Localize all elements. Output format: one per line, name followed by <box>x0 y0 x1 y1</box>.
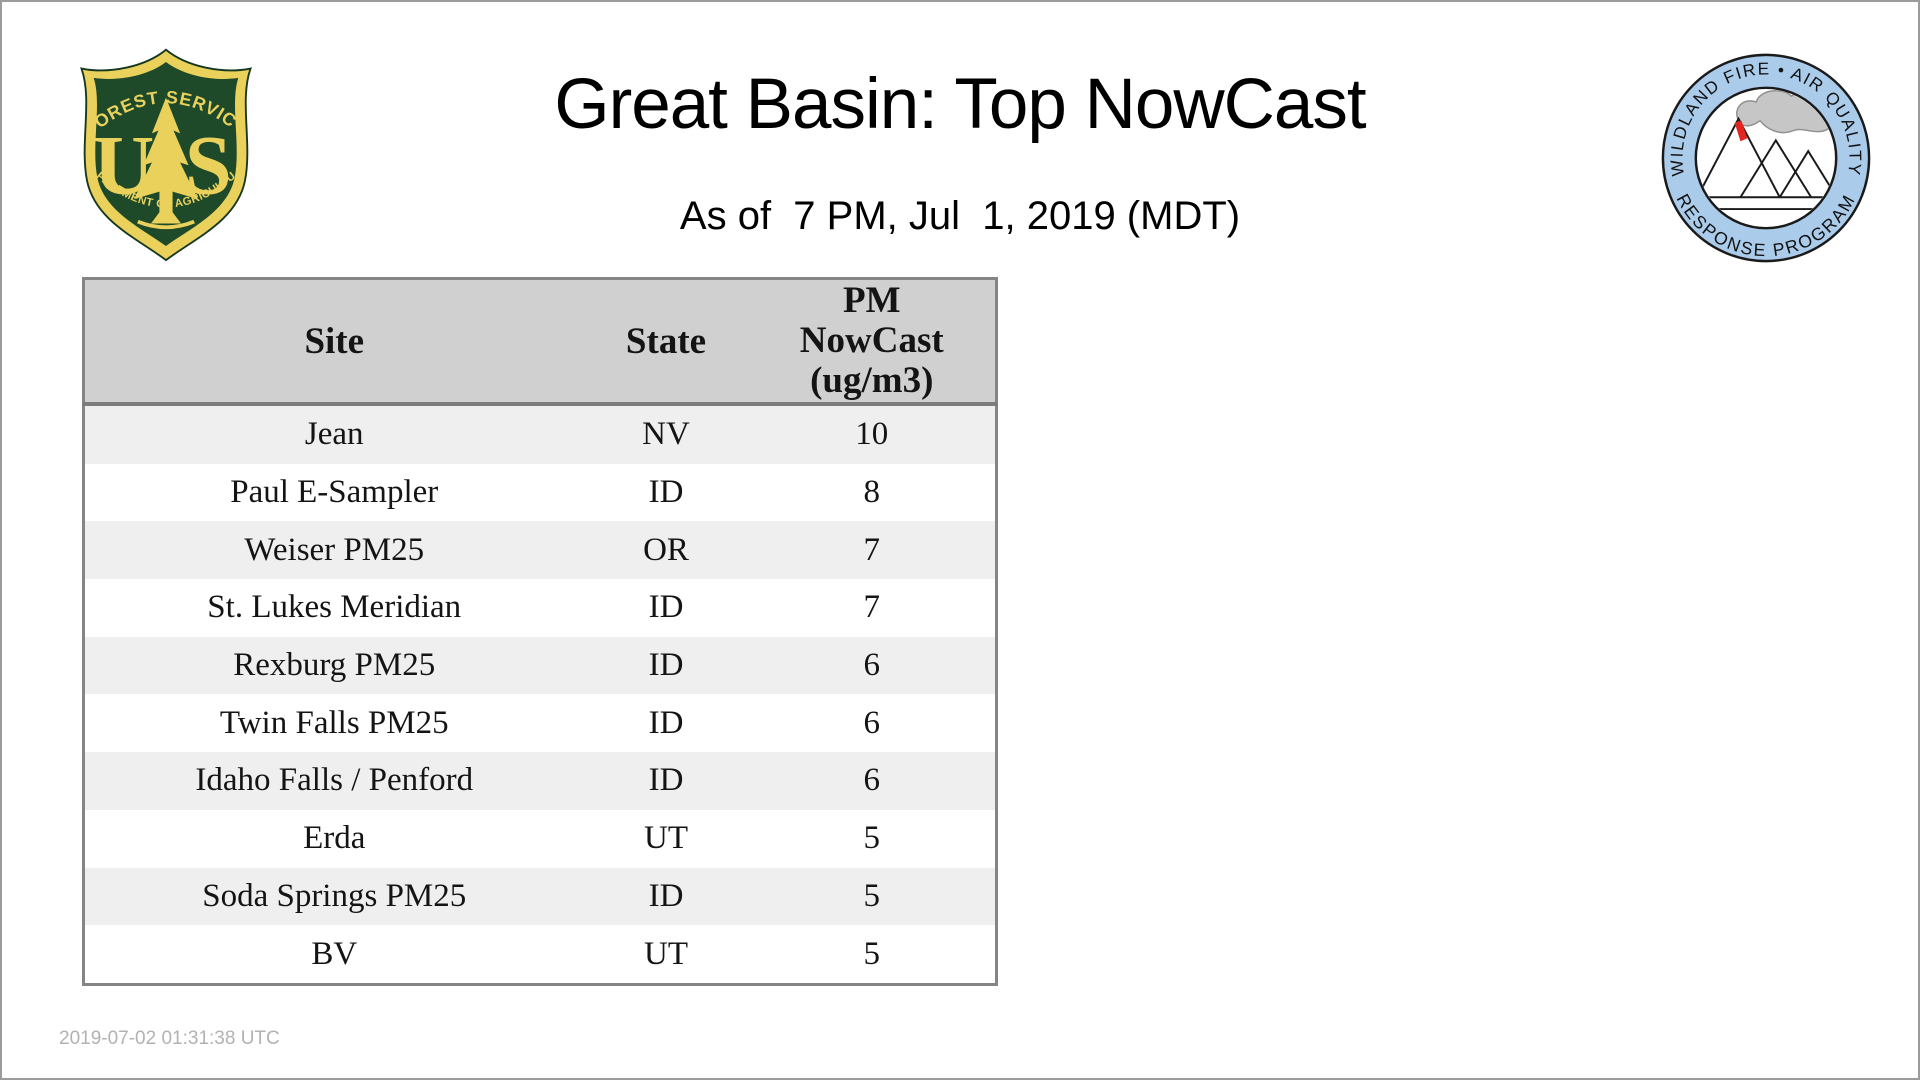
cell-site: Paul E-Sampler <box>230 474 439 511</box>
cell-state: ID <box>648 647 684 684</box>
fire-mark-icon <box>1734 120 1748 142</box>
pm-header-line1: PM <box>842 280 901 321</box>
cell-value: 6 <box>863 647 881 684</box>
cell-site: Twin Falls PM25 <box>219 704 449 741</box>
page-subtitle: As of 7 PM, Jul 1, 2019 (MDT) <box>679 194 1241 238</box>
cell-state: UT <box>644 935 688 972</box>
mountain-right <box>1778 149 1835 198</box>
table-row: Jean NV 10 <box>83 404 997 464</box>
cell-value: 10 <box>855 416 889 453</box>
cell-site: Weiser PM25 <box>244 531 425 568</box>
air-quality-program-logo: WILDLAND FIRE • AIR QUALITY RESPONSE PRO… <box>1658 50 1874 266</box>
table-row: Erda UT 5 <box>83 809 997 868</box>
nowcast-table: Site State PM NowCast (ug/m3) Jean NV 10… <box>82 277 998 986</box>
table-row: BV UT 5 <box>83 925 997 985</box>
table-row: Idaho Falls / Penford ID 6 <box>83 752 997 810</box>
cell-site: Rexburg PM25 <box>233 647 436 684</box>
table-row: Paul E-Sampler ID 8 <box>83 463 997 522</box>
cell-value: 7 <box>863 589 881 626</box>
cell-state: ID <box>648 589 684 626</box>
mountain-left <box>1697 116 1781 198</box>
pm-header-line3: (ug/m3) <box>810 360 934 401</box>
cell-site: Jean <box>304 416 364 453</box>
header-row: Site State PM NowCast (ug/m3) <box>83 278 997 406</box>
air-quality-badge-icon: WILDLAND FIRE • AIR QUALITY RESPONSE PRO… <box>1661 53 1871 263</box>
us-letter-u: U <box>93 119 154 212</box>
cell-site: Idaho Falls / Penford <box>195 762 474 799</box>
cell-value: 5 <box>863 820 881 857</box>
table-row: Twin Falls PM25 ID 6 <box>83 694 997 753</box>
cell-site: St. Lukes Meridian <box>207 589 462 626</box>
table-row: Weiser PM25 OR 7 <box>83 521 997 580</box>
cell-value: 6 <box>863 762 881 799</box>
cell-value: 6 <box>863 704 881 741</box>
forest-service-logo: FOREST SERVICE U S DEPARTMENT OF AGRICUL… <box>72 46 260 262</box>
tree-base-curve <box>137 219 195 230</box>
cell-site: BV <box>311 935 358 972</box>
table-row: St. Lukes Meridian ID 7 <box>83 579 997 637</box>
cell-state: ID <box>648 762 684 799</box>
table-body: Jean NV 10 Paul E-Sampler ID 8 Weiser PM… <box>83 404 997 985</box>
forest-service-shield-icon: FOREST SERVICE U S DEPARTMENT OF AGRICUL… <box>72 46 252 262</box>
cell-value: 5 <box>863 935 881 972</box>
cell-value: 7 <box>863 531 881 568</box>
column-header-pm-nowcast: PM NowCast (ug/m3) <box>748 278 997 406</box>
cell-site: Erda <box>303 820 366 857</box>
cell-state: ID <box>648 877 684 914</box>
cell-state: NV <box>642 416 690 453</box>
column-header-site: Site <box>83 278 584 406</box>
cell-state: ID <box>648 704 684 741</box>
cell-site: Soda Springs PM25 <box>202 877 467 914</box>
column-header-state: State <box>583 278 749 406</box>
table-header: Site State PM NowCast (ug/m3) <box>83 278 997 406</box>
table-row: Rexburg PM25 ID 6 <box>83 636 997 695</box>
page-title: Great Basin: Top NowCast <box>554 65 1366 144</box>
pine-tree-icon <box>134 97 198 224</box>
pm-header-line2: NowCast <box>799 320 944 361</box>
cell-state: OR <box>643 531 689 568</box>
cell-state: UT <box>644 820 688 857</box>
cell-value: 8 <box>863 474 881 511</box>
cell-value: 5 <box>863 877 881 914</box>
table-row: Soda Springs PM25 ID 5 <box>83 867 997 926</box>
footer-timestamp: 2019-07-02 01:31:38 UTC <box>59 1028 280 1049</box>
mountain-middle <box>1739 138 1812 198</box>
cell-state: ID <box>648 474 684 511</box>
